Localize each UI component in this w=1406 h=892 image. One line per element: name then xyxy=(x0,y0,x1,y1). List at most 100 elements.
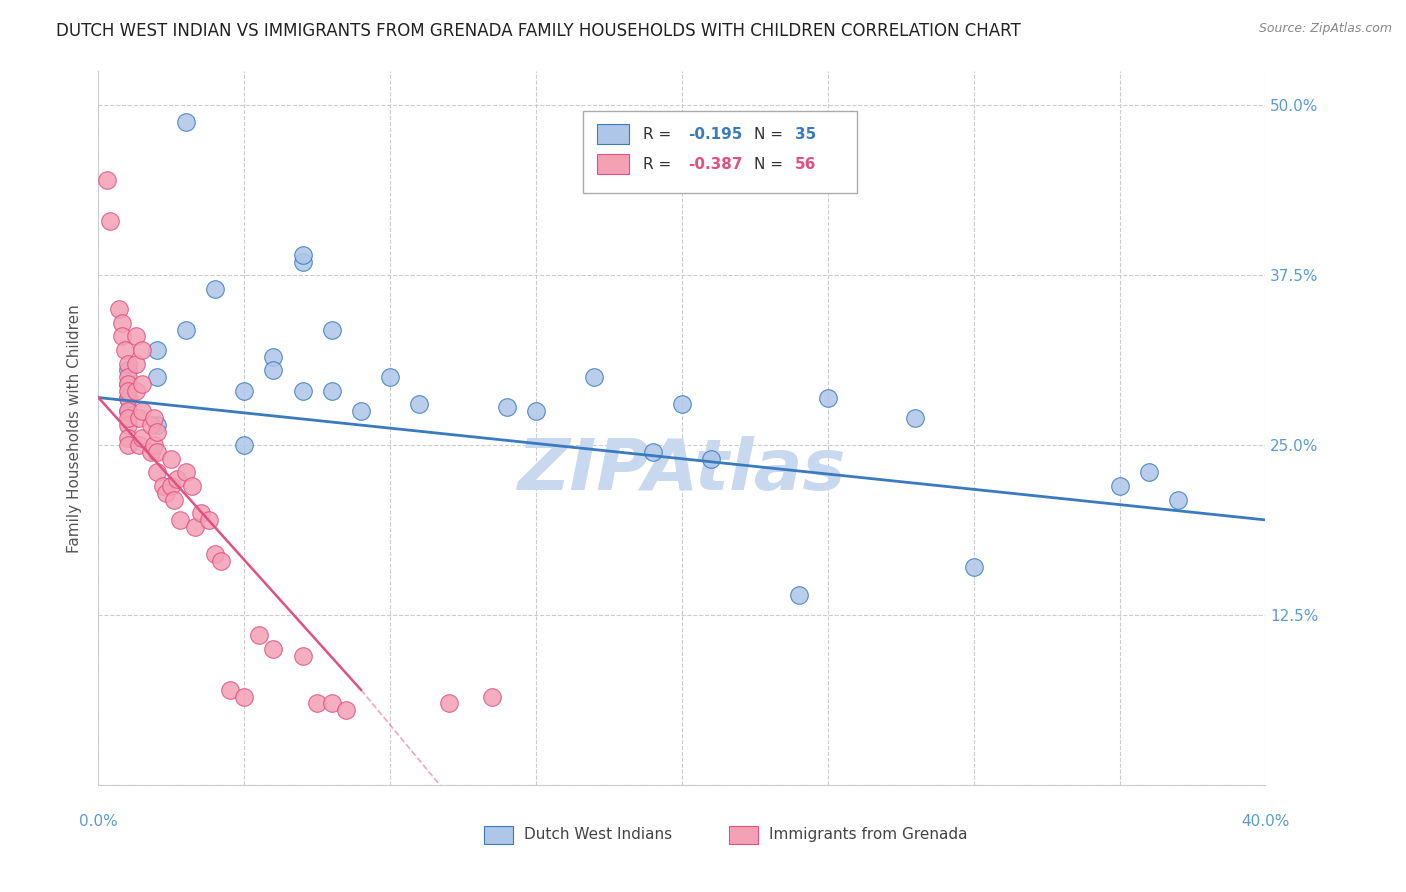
Text: -0.195: -0.195 xyxy=(688,127,742,142)
Text: N =: N = xyxy=(754,157,789,171)
Point xyxy=(233,438,256,452)
Point xyxy=(139,417,162,432)
Point xyxy=(146,370,169,384)
Point xyxy=(142,411,165,425)
Point xyxy=(233,690,256,704)
Point xyxy=(321,384,343,398)
Point xyxy=(481,690,503,704)
Point xyxy=(291,254,314,268)
Point xyxy=(1108,479,1130,493)
Point xyxy=(117,376,139,391)
Point xyxy=(117,404,139,418)
Point xyxy=(262,363,284,377)
Point xyxy=(128,438,150,452)
Point xyxy=(117,431,139,445)
Point xyxy=(117,370,139,384)
Text: N =: N = xyxy=(754,127,789,142)
Point xyxy=(350,404,373,418)
Point xyxy=(117,363,139,377)
Bar xyxy=(484,826,513,844)
Point xyxy=(496,400,519,414)
Point xyxy=(128,411,150,425)
Point xyxy=(321,323,343,337)
Point xyxy=(180,479,202,493)
Point xyxy=(1137,466,1160,480)
Text: -0.387: -0.387 xyxy=(688,157,742,171)
Point xyxy=(125,384,148,398)
Point xyxy=(1167,492,1189,507)
Text: R =: R = xyxy=(644,157,676,171)
Point xyxy=(131,343,153,357)
Point xyxy=(117,404,139,418)
Point xyxy=(700,451,723,466)
Point xyxy=(117,417,139,432)
Point xyxy=(166,472,188,486)
Point xyxy=(190,506,212,520)
Point xyxy=(111,329,134,343)
Text: 40.0%: 40.0% xyxy=(1241,814,1289,829)
Point xyxy=(204,547,226,561)
Point xyxy=(146,343,169,357)
Point xyxy=(117,376,139,391)
Point xyxy=(198,513,221,527)
Text: 56: 56 xyxy=(796,157,817,171)
Point xyxy=(408,397,430,411)
Point xyxy=(962,560,984,574)
Point xyxy=(160,479,183,493)
Point xyxy=(125,329,148,343)
Point xyxy=(117,384,139,398)
Point xyxy=(108,302,131,317)
Bar xyxy=(596,124,630,145)
Point xyxy=(155,485,177,500)
Point xyxy=(291,648,314,663)
Point xyxy=(262,350,284,364)
Point xyxy=(787,588,810,602)
FancyBboxPatch shape xyxy=(582,111,856,193)
Point xyxy=(117,391,139,405)
Point xyxy=(117,438,139,452)
Point xyxy=(117,411,139,425)
Point xyxy=(291,248,314,262)
Point xyxy=(174,323,197,337)
Point xyxy=(139,445,162,459)
Point xyxy=(114,343,136,357)
Y-axis label: Family Households with Children: Family Households with Children xyxy=(67,304,83,552)
Bar xyxy=(728,826,758,844)
Point xyxy=(146,466,169,480)
Point xyxy=(146,425,169,439)
Point xyxy=(163,492,186,507)
Point xyxy=(817,391,839,405)
Text: Immigrants from Grenada: Immigrants from Grenada xyxy=(769,828,967,842)
Text: Dutch West Indians: Dutch West Indians xyxy=(524,828,672,842)
Point xyxy=(111,316,134,330)
Point xyxy=(142,438,165,452)
Text: 35: 35 xyxy=(796,127,817,142)
Point xyxy=(380,370,402,384)
Point xyxy=(131,376,153,391)
Text: Source: ZipAtlas.com: Source: ZipAtlas.com xyxy=(1258,22,1392,36)
Point xyxy=(131,404,153,418)
Point xyxy=(307,697,329,711)
Point xyxy=(131,431,153,445)
Point xyxy=(183,519,205,533)
Point xyxy=(117,391,139,405)
Text: ZIPAtlas: ZIPAtlas xyxy=(517,436,846,506)
Point xyxy=(524,404,547,418)
Point xyxy=(218,682,240,697)
Point xyxy=(641,445,664,459)
Point xyxy=(96,173,118,187)
Text: R =: R = xyxy=(644,127,676,142)
Text: 0.0%: 0.0% xyxy=(79,814,118,829)
Point xyxy=(209,554,232,568)
Point xyxy=(247,628,270,642)
Point xyxy=(152,479,174,493)
Bar xyxy=(596,154,630,174)
Point xyxy=(204,282,226,296)
Point xyxy=(146,417,169,432)
Point xyxy=(671,397,693,411)
Point xyxy=(321,697,343,711)
Point xyxy=(335,703,357,717)
Point xyxy=(146,445,169,459)
Point xyxy=(583,370,606,384)
Point xyxy=(98,214,121,228)
